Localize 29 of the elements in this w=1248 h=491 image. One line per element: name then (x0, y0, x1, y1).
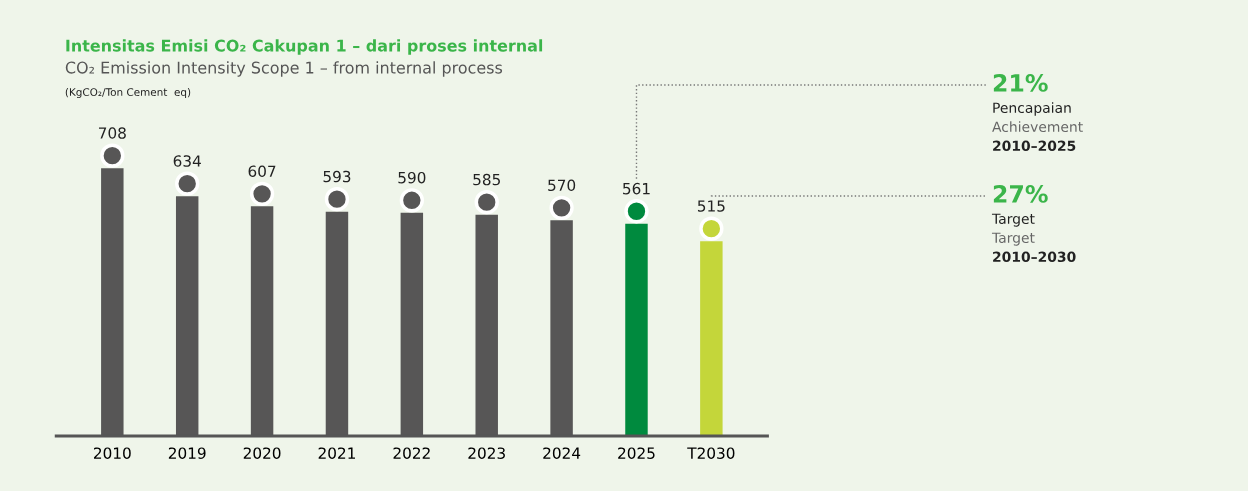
text: Pencapaian (993, 102, 1071, 116)
x-tick-label: 2021 (318, 447, 355, 459)
text: (KgCO₂/Ton Cement eq) (65, 87, 191, 99)
chart-subtitle: CO₂ Emission Intensity Scope 1 – from internal process (65, 61, 503, 77)
x-tick-label: 2023 (468, 447, 505, 459)
x-tick-label: 2024 (543, 447, 581, 459)
x-tick-label: T2030 (687, 447, 735, 459)
x-tick-label: 2010 (94, 447, 131, 459)
text: 2010–2025 (993, 140, 1076, 152)
data-label: 634 (173, 155, 201, 167)
text: Target (991, 232, 1035, 246)
data-label: 515 (697, 200, 725, 212)
data-label: 585 (473, 173, 500, 186)
data-label: 561 (623, 182, 650, 195)
x-tick-label: 2019 (168, 447, 206, 459)
text: Achievement (992, 121, 1083, 133)
x-tick-label: 2020 (243, 447, 281, 459)
data-label: 708 (98, 127, 126, 139)
text: 21% (993, 73, 1048, 92)
text: 27% (993, 184, 1048, 203)
data-label: 570 (548, 179, 576, 191)
text: 2010–2030 (993, 251, 1076, 263)
chart-title: Intensitas Emisi CO₂ Cakupan 1 – dari proses internal (66, 39, 543, 55)
text: Target (991, 213, 1035, 227)
data-label: 593 (323, 170, 351, 183)
x-tick-label: 2022 (393, 447, 430, 459)
data-label: 607 (248, 165, 276, 178)
data-label: 590 (398, 171, 426, 184)
x-tick-label: 2025 (618, 447, 655, 459)
